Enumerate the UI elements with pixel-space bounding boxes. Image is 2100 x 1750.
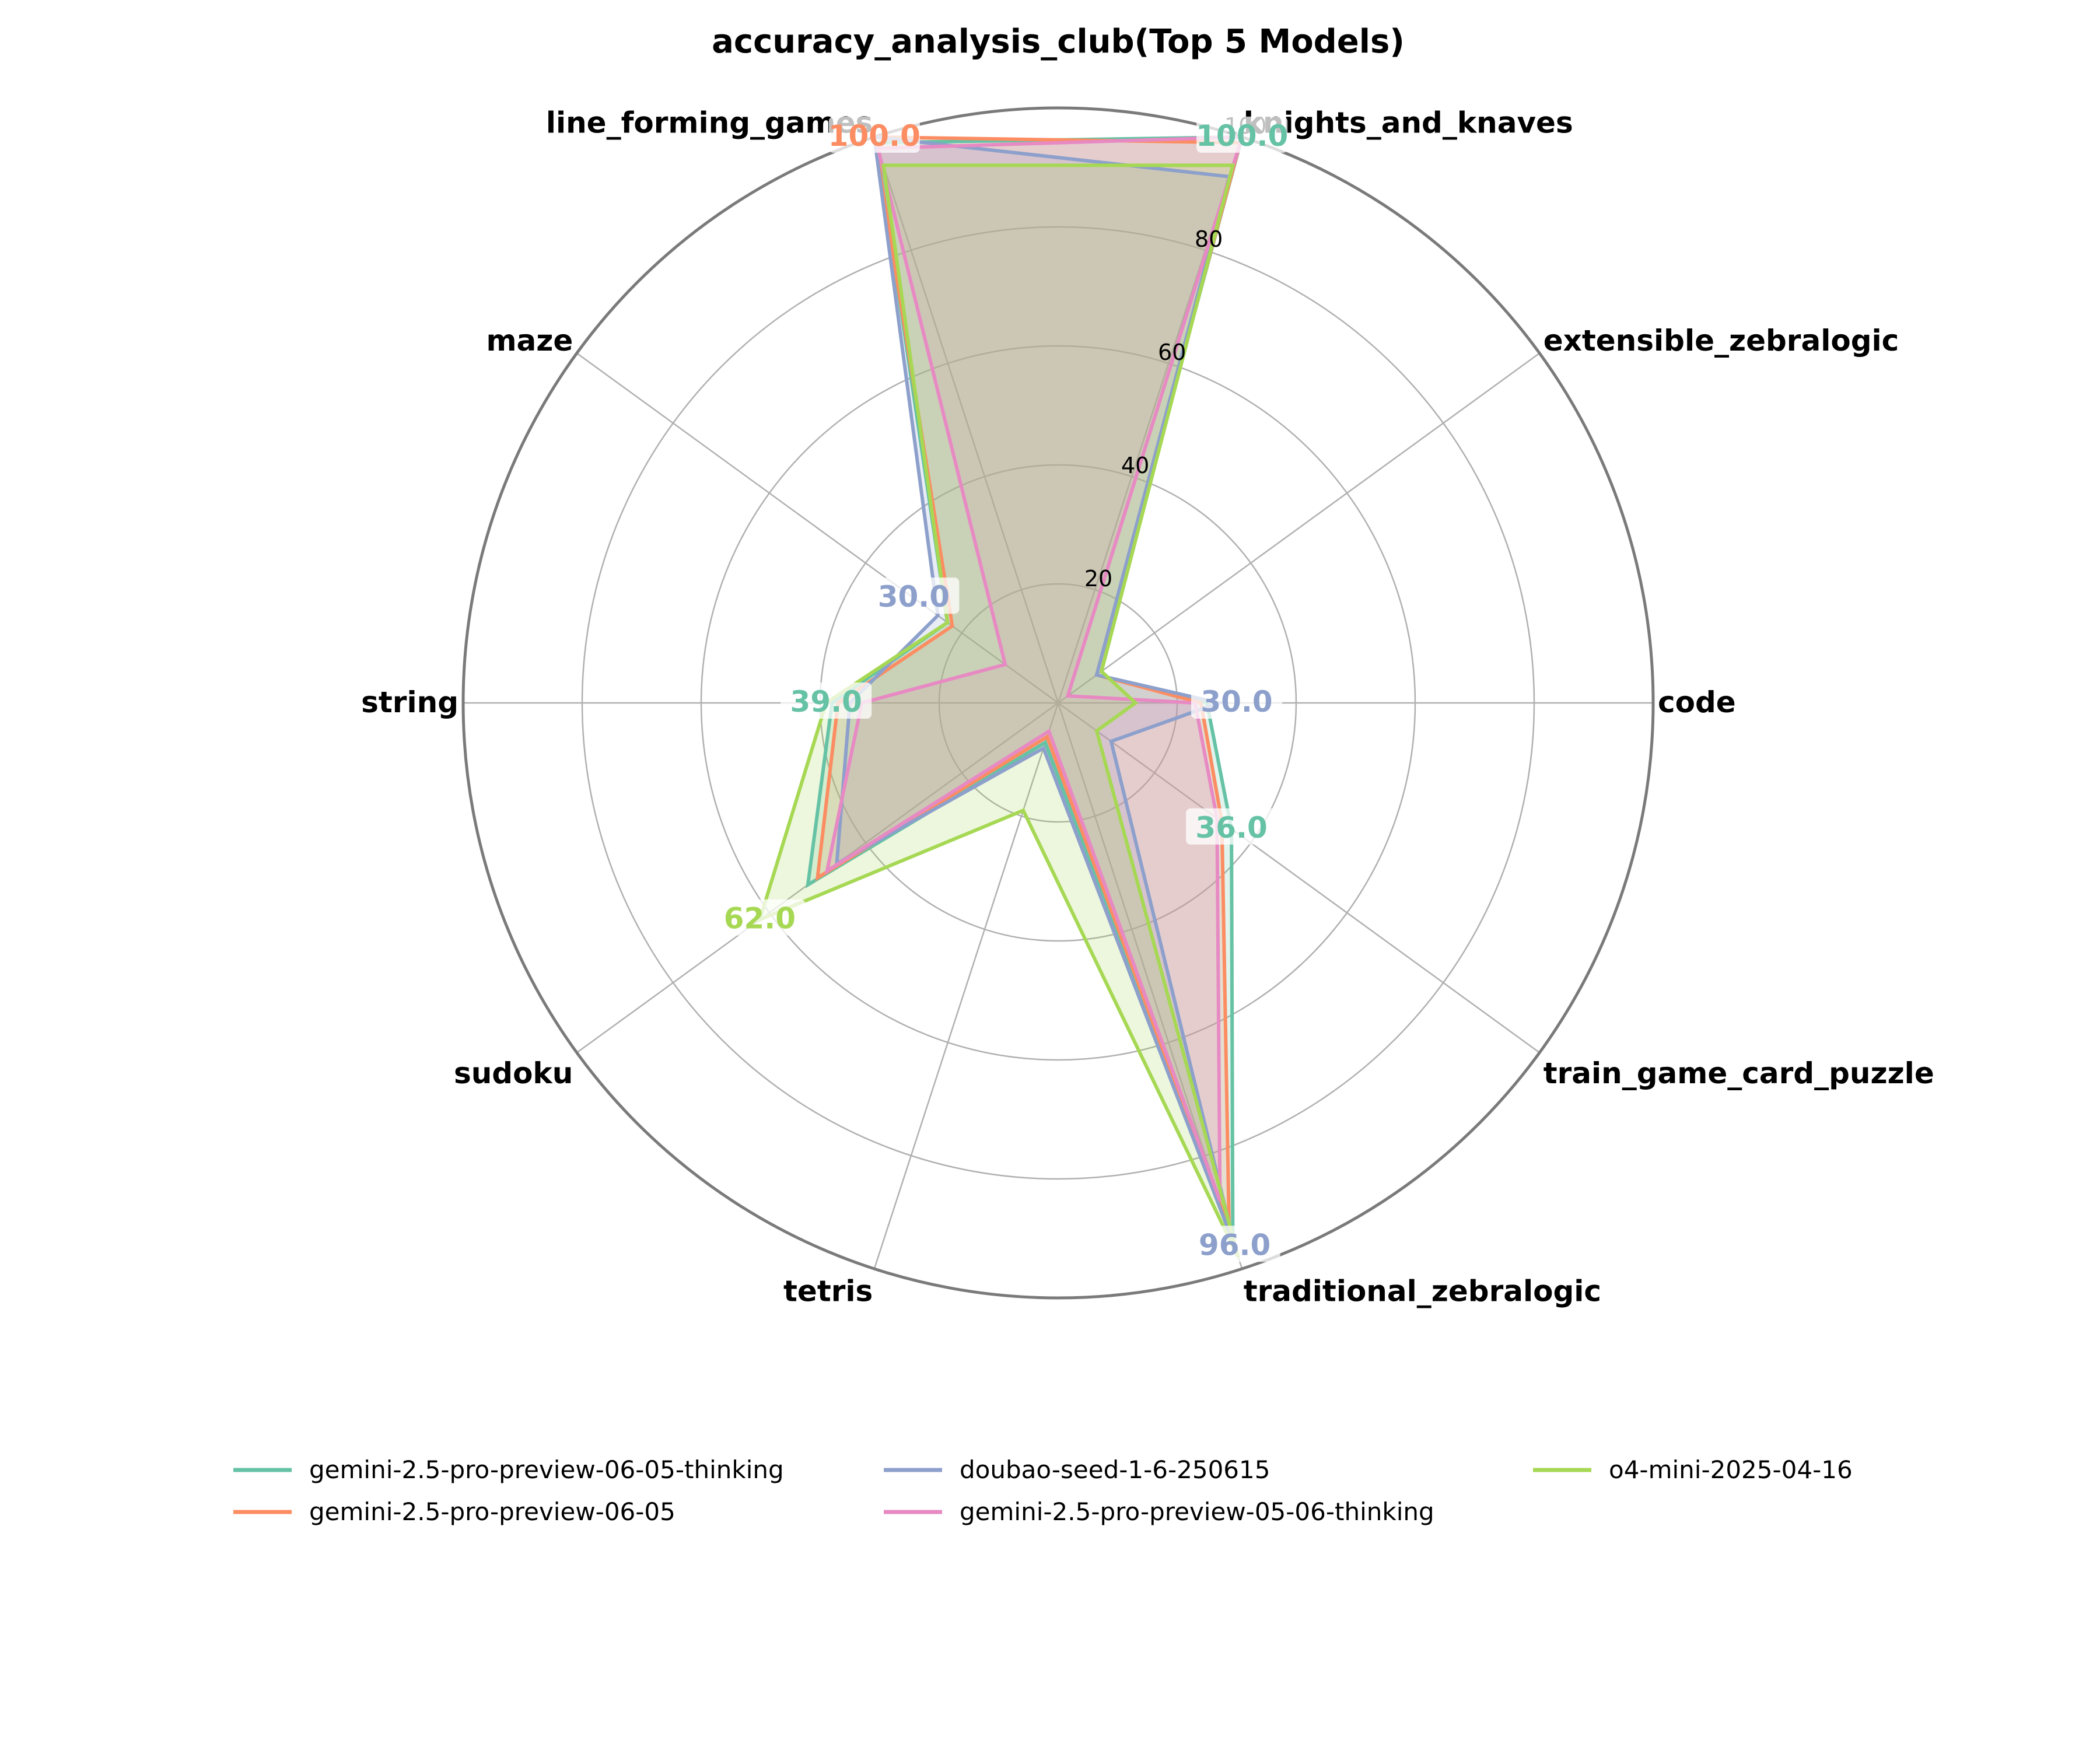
category-label-string: string: [361, 685, 459, 719]
series-fill-gemini-2-5-pro-preview-06-05: [817, 136, 1240, 1230]
annotation-background: [1189, 1226, 1280, 1262]
annotation-sudoku: 62.0: [714, 899, 806, 936]
legend-label: gemini-2.5-pro-preview-06-05: [309, 1497, 676, 1526]
spoke-train-game-card-puzzle: [1058, 702, 1540, 1054]
legend-label: gemini-2.5-pro-preview-05-06-thinking: [960, 1497, 1434, 1526]
category-label-line-forming-games: line_forming_games: [546, 106, 873, 139]
category-label-maze: maze: [486, 324, 573, 358]
legend-label: gemini-2.5-pro-preview-06-05-thinking: [309, 1455, 784, 1484]
annotation-maze: 30.0: [868, 578, 960, 614]
series-lines: [757, 135, 1245, 1259]
annotation-value: 62.0: [724, 902, 796, 936]
category-label-traditional-zebralogic: traditional_zebralogic: [1244, 1275, 1601, 1308]
legend-item-gemini-2-5-pro-preview-06-05: gemini-2.5-pro-preview-06-05: [233, 1497, 676, 1526]
annotation-value: 30.0: [878, 580, 950, 614]
legend: gemini-2.5-pro-preview-06-05-thinking gem…: [233, 1455, 1853, 1526]
chart-title: accuracy_analysis_club(Top 5 Models): [712, 23, 1405, 61]
radial-tick-80: 80: [1195, 226, 1223, 252]
annotation-value: 96.0: [1199, 1228, 1270, 1262]
legend-item-doubao-seed-1-6-250615: doubao-seed-1-6-250615: [884, 1455, 1270, 1484]
annotation-code: 30.0: [1191, 682, 1282, 719]
annotation-value: 39.0: [790, 685, 862, 719]
annotation-background: [828, 116, 920, 153]
annotation-knights-and-knaves: 100.0: [1196, 116, 1288, 153]
annotation-background: [868, 578, 960, 614]
legend-label: doubao-seed-1-6-250615: [960, 1455, 1270, 1484]
value-annotations: 100.0 30.0 36.0 96.0 62.0 39.0 30.0 100.0: [714, 116, 1288, 1262]
annotation-line-forming-games: 100.0: [828, 116, 921, 153]
spoke-tetris: [873, 702, 1059, 1269]
outer-ring: [461, 106, 1655, 1300]
annotation-value: 36.0: [1195, 811, 1267, 845]
category-label-code: code: [1658, 685, 1736, 719]
annotation-value: 30.0: [1200, 685, 1272, 719]
annotation-traditional-zebralogic: 96.0: [1189, 1226, 1280, 1262]
spoke-extensible-zebralogic: [1058, 352, 1540, 704]
category-label-train-game-card-puzzle: train_game_card_puzzle: [1544, 1056, 1934, 1090]
annotation-string: 39.0: [780, 682, 872, 719]
annotation-background: [1186, 808, 1278, 845]
legend-item-o4-mini-2025-04-16: o4-mini-2025-04-16: [1533, 1455, 1853, 1484]
legend-item-gemini-2-5-pro-preview-05-06-thinking: gemini-2.5-pro-preview-05-06-thinking: [884, 1497, 1434, 1526]
annotation-background: [1191, 682, 1282, 719]
radial-tick-20: 20: [1084, 566, 1112, 592]
legend-label: o4-mini-2025-04-16: [1609, 1455, 1853, 1484]
annotation-background: [780, 682, 872, 719]
category-label-extensible-zebralogic: extensible_zebralogic: [1544, 324, 1899, 358]
legend-item-gemini-2-5-pro-preview-06-05-thinking: gemini-2.5-pro-preview-06-05-thinking: [233, 1455, 784, 1484]
annotation-train-game-card-puzzle: 36.0: [1186, 808, 1278, 845]
series-fill-gemini-2-5-pro-preview-05-06-thinking: [827, 136, 1242, 1201]
series-line-doubao-seed-1-6-250615: [834, 135, 1237, 1247]
category-label-sudoku: sudoku: [454, 1056, 573, 1090]
annotation-value: 100.0: [828, 119, 921, 153]
annotation-value: 100.0: [1196, 119, 1288, 153]
series-line-o4-mini-2025-04-16: [757, 163, 1240, 1259]
series-line-gemini-2-5-pro-preview-05-06-thinking: [824, 135, 1245, 1202]
category-labels: knights_and_knaves extensible_zebralogicc…: [361, 106, 1934, 1308]
category-label-knights-and-knaves: knights_and_knaves: [1244, 106, 1573, 139]
annotation-background: [714, 899, 806, 936]
spoke-maze: [576, 352, 1059, 704]
radial-tick-60: 60: [1158, 340, 1186, 365]
radial-tick-40: 40: [1121, 453, 1149, 478]
annotation-background: [1196, 116, 1288, 153]
spoke-line-forming-games: [873, 136, 1059, 704]
category-label-tetris: tetris: [783, 1275, 873, 1308]
series-fill-o4-mini-2025-04-16: [760, 165, 1238, 1258]
